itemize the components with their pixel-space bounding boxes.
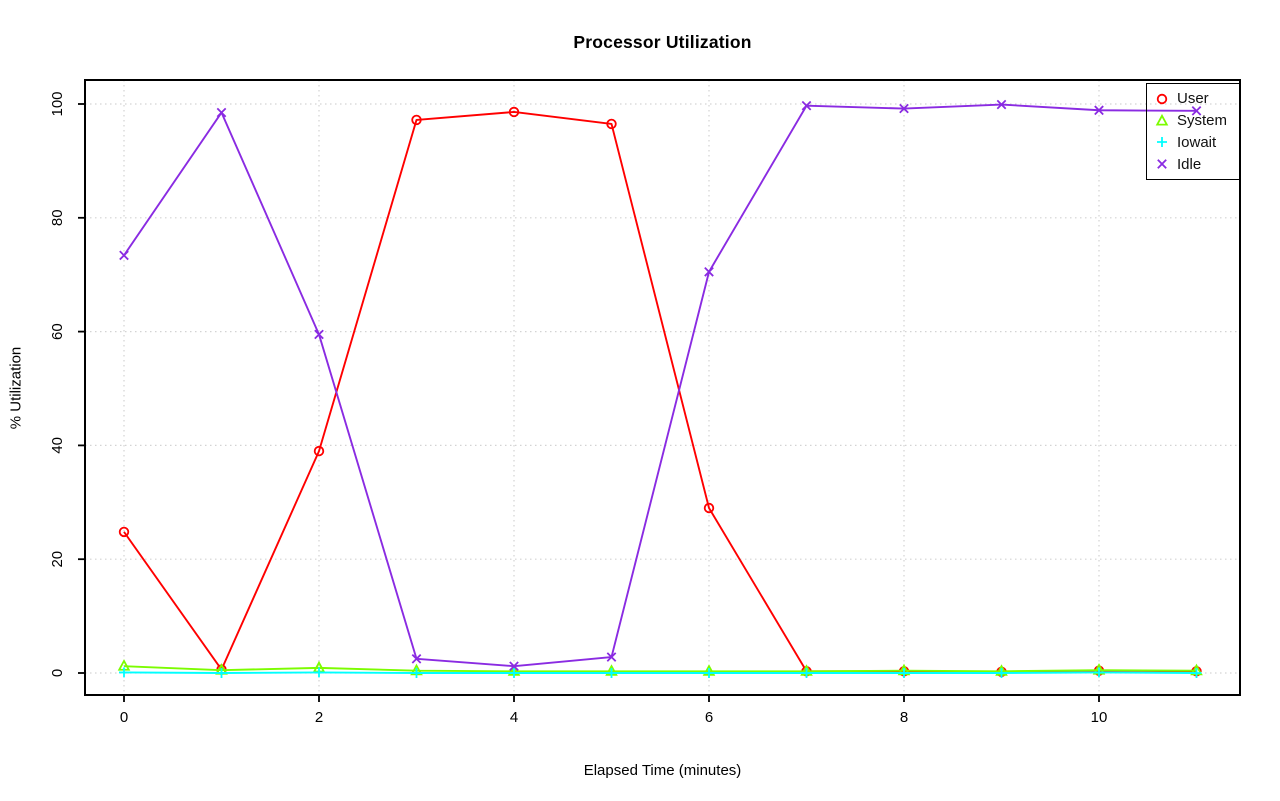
y-tick-label: 0 — [49, 669, 66, 677]
plot-border — [84, 79, 1241, 696]
chart-title: Processor Utilization — [573, 32, 752, 52]
marker-idle — [996, 99, 1007, 110]
user-marker-icon — [1156, 93, 1168, 105]
x-glyph — [1157, 159, 1167, 169]
x-tick-label: 2 — [315, 709, 323, 726]
marker-idle — [1094, 105, 1104, 116]
y-tick-label: 20 — [49, 551, 66, 568]
marker-user — [508, 106, 520, 118]
marker-user — [118, 526, 130, 538]
marker-idle — [606, 652, 617, 662]
marker-user — [606, 118, 617, 130]
series-line-iowait — [123, 671, 1197, 674]
legend-item-system: System — [1154, 111, 1239, 131]
idle-marker-icon — [1157, 159, 1167, 169]
x-tick-label: 6 — [705, 709, 713, 726]
marker-iowait — [314, 667, 324, 678]
marker-iowait — [704, 668, 714, 678]
marker-idle — [801, 100, 812, 111]
legend-item-idle: Idle — [1154, 154, 1239, 174]
marker-user — [703, 502, 715, 514]
marker-iowait — [509, 668, 519, 678]
x-tick-label: 4 — [510, 709, 518, 726]
y-tick-label: 60 — [49, 323, 66, 340]
series-line-system — [123, 665, 1197, 673]
marker-idle — [216, 107, 227, 118]
triangle-glyph — [1155, 113, 1169, 126]
legend-item-user: User — [1154, 89, 1239, 109]
marker-iowait — [1191, 668, 1202, 678]
iowait-marker-icon — [1157, 137, 1167, 148]
marker-iowait — [801, 668, 812, 678]
marker-iowait — [119, 667, 129, 678]
marker-idle — [509, 661, 519, 672]
y-tick-label: 100 — [49, 91, 66, 116]
x-tick-label: 8 — [900, 709, 908, 726]
x-tick-label: 10 — [1091, 709, 1108, 726]
marker-idle — [1191, 105, 1202, 116]
marker-iowait — [606, 668, 617, 678]
series-line-user — [123, 111, 1197, 673]
marker-iowait — [216, 668, 227, 678]
system-marker-icon — [1155, 113, 1169, 126]
marker-idle — [411, 653, 422, 664]
series-line-idle — [123, 103, 1197, 668]
plus-glyph — [1157, 137, 1167, 148]
marker-iowait — [411, 668, 422, 678]
legend-item-iowait: Iowait — [1154, 132, 1239, 152]
legend-label: System — [1177, 112, 1228, 130]
marker-idle — [899, 103, 909, 114]
marker-user — [411, 114, 422, 126]
marker-idle — [704, 267, 714, 277]
marker-iowait — [996, 668, 1007, 678]
circle-glyph — [1156, 93, 1168, 105]
marker-idle — [119, 250, 129, 261]
y-tick-label: 40 — [49, 437, 66, 454]
legend-label: User — [1177, 90, 1209, 108]
marker-user — [313, 445, 325, 457]
y-axis-label: % Utilization — [7, 346, 25, 430]
y-tick-label: 80 — [49, 209, 66, 226]
legend: User System Iowait Idle — [1146, 83, 1240, 180]
legend-label: Iowait — [1177, 133, 1217, 151]
marker-iowait — [899, 668, 909, 678]
x-axis-label: Elapsed Time (minutes) — [583, 762, 742, 779]
legend-label: Idle — [1177, 155, 1202, 173]
marker-iowait — [1094, 667, 1104, 678]
marker-idle — [314, 329, 324, 340]
x-tick-label: 0 — [120, 709, 128, 726]
